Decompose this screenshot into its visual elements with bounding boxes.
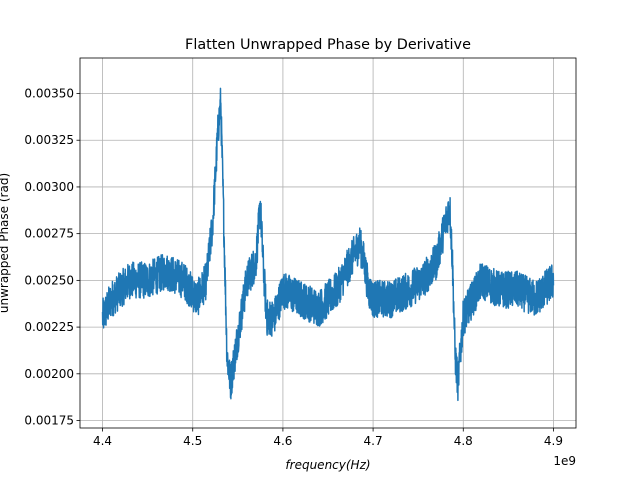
y-axis-label: unwrapped Phase (rad) bbox=[0, 173, 11, 313]
x-axis-offset: 1e9 bbox=[553, 454, 576, 468]
x-tick-label: 4.4 bbox=[93, 434, 112, 448]
y-tick-label: 0.00225 bbox=[24, 320, 74, 334]
y-tick-label: 0.00200 bbox=[24, 367, 74, 381]
y-tick-label: 0.00175 bbox=[24, 414, 74, 428]
x-tick-label: 4.9 bbox=[544, 434, 563, 448]
tick-layer: 4.4 4.5 4.6 4.7 4.8 4.9 0.00175 0.00200 0.00225 0… bbox=[24, 87, 563, 448]
x-axis-label: frequency(Hz) bbox=[285, 458, 370, 472]
y-tick-label: 0.00350 bbox=[24, 87, 74, 101]
x-tick-label: 4.5 bbox=[183, 434, 202, 448]
y-tick-label: 0.00250 bbox=[24, 273, 74, 287]
y-tick-label: 0.00325 bbox=[24, 133, 74, 147]
y-tick-label: 0.00300 bbox=[24, 180, 74, 194]
grid-layer bbox=[80, 58, 576, 428]
y-tick-label: 0.00275 bbox=[24, 227, 74, 241]
plot-frame bbox=[79, 57, 577, 429]
chart-title: Flatten Unwrapped Phase by Derivative bbox=[185, 37, 471, 53]
x-tick-label: 4.8 bbox=[454, 434, 473, 448]
series-line-phase bbox=[101, 87, 555, 402]
x-tick-label: 4.6 bbox=[273, 434, 292, 448]
x-tick-label: 4.7 bbox=[364, 434, 383, 448]
